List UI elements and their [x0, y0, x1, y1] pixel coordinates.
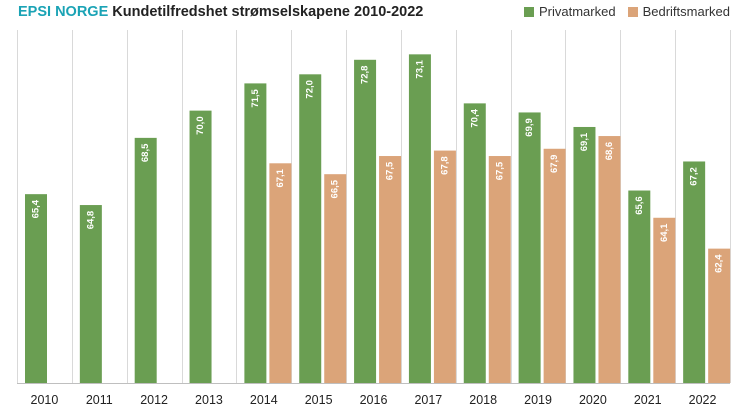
bar-bedriftsmarked: [269, 163, 292, 383]
data-label: 72,8: [360, 66, 371, 85]
data-label: 67,1: [275, 168, 286, 187]
x-tick-label: 2014: [250, 393, 278, 407]
data-label: 65,4: [31, 199, 42, 218]
data-label: 67,8: [439, 156, 450, 175]
x-tick-label: 2020: [579, 393, 607, 407]
data-label: 66,5: [330, 179, 341, 198]
data-label: 72,0: [305, 80, 316, 99]
bar-privatmarked: [189, 110, 212, 383]
data-label: 64,1: [659, 223, 670, 242]
x-tick-label: 2015: [305, 393, 333, 407]
bar-privatmarked: [299, 74, 322, 383]
bar-bedriftsmarked: [433, 150, 456, 383]
x-tick-label: 2022: [689, 393, 717, 407]
bar-bedriftsmarked: [379, 156, 402, 383]
headline: Kundetilfredshet strømselskapene 2010-20…: [112, 4, 424, 20]
data-label: 71,5: [250, 88, 261, 107]
data-label: 67,5: [385, 161, 396, 180]
bar-privatmarked: [628, 190, 651, 383]
legend-label-privat: Privatmarked: [539, 4, 616, 19]
x-tick-label: 2019: [524, 393, 552, 407]
x-tick-label: 2012: [140, 393, 168, 407]
data-label: 62,4: [714, 254, 725, 273]
bar-privatmarked: [244, 83, 267, 383]
bar-bedriftsmarked: [324, 174, 347, 383]
bar-privatmarked: [573, 126, 596, 383]
bar-bedriftsmarked: [708, 248, 731, 383]
bar-privatmarked: [134, 137, 157, 383]
data-label: 68,6: [604, 142, 615, 161]
data-label: 67,5: [494, 161, 505, 180]
bar-privatmarked: [683, 161, 706, 383]
bar-bedriftsmarked: [598, 136, 621, 383]
legend-item-privat: Privatmarked: [524, 4, 616, 19]
brand-label: EPSI NORGE: [18, 4, 109, 20]
legend-label-bedrift: Bedriftsmarked: [642, 4, 730, 19]
bar-privatmarked: [518, 112, 541, 384]
legend-swatch-bedrift: [627, 6, 638, 17]
bar-privatmarked: [79, 205, 102, 383]
bar-privatmarked: [354, 59, 377, 383]
data-label: 70,0: [195, 116, 206, 135]
chart-title: EPSI NORGE Kundetilfredshet strømselskap…: [18, 4, 423, 20]
legend-swatch-privat: [524, 6, 534, 17]
x-tick-label: 2021: [634, 393, 662, 407]
bar-privatmarked: [463, 103, 486, 384]
data-label: 67,2: [689, 167, 700, 186]
data-label: 65,6: [634, 196, 645, 215]
bar-bedriftsmarked: [653, 217, 676, 383]
legend-item-bedrift: Bedriftsmarked: [627, 4, 730, 19]
x-tick-label: 2016: [360, 393, 388, 407]
bar-bedriftsmarked: [543, 148, 566, 383]
bar-privatmarked: [25, 194, 47, 383]
data-label: 69,9: [524, 118, 535, 136]
data-label: 67,9: [549, 155, 560, 174]
x-tick-label: 2010: [31, 393, 59, 407]
x-tick-label: 2018: [469, 393, 497, 407]
data-label: 68,5: [140, 143, 151, 162]
bar-privatmarked: [408, 54, 431, 384]
data-label: 69,1: [579, 132, 590, 151]
bar-bedriftsmarked: [488, 156, 511, 383]
x-tick-label: 2013: [195, 393, 223, 407]
x-tick-label: 2011: [86, 393, 113, 407]
data-label: 73,1: [414, 59, 425, 78]
x-tick-label: 2017: [414, 393, 442, 407]
data-label: 64,8: [85, 211, 96, 230]
data-label: 70,4: [469, 108, 480, 127]
legend: Privatmarked Bedriftsmarked: [524, 4, 730, 19]
